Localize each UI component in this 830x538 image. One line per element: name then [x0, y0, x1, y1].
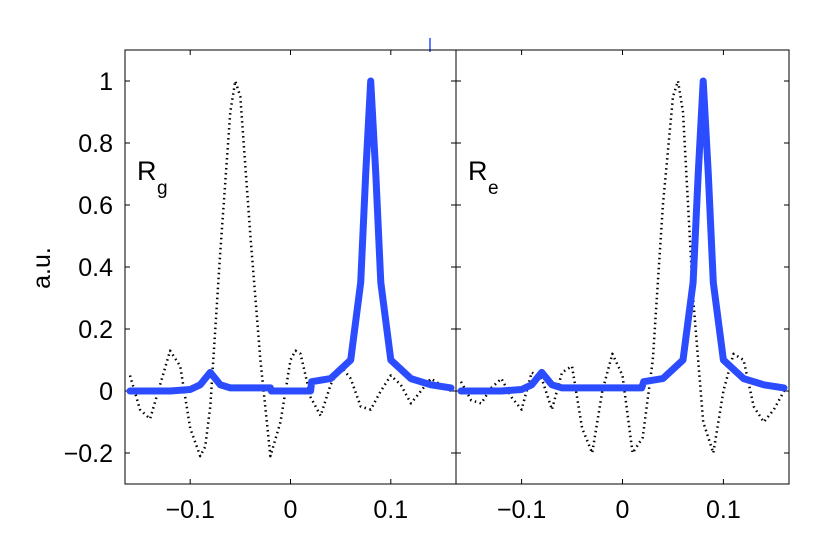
y-tick-label: 1: [99, 68, 113, 96]
plot-frame: [124, 49, 457, 485]
panel-label-subscript: g: [157, 178, 168, 199]
x-axis-label-right: ω: [612, 530, 632, 538]
series-solid-line: [126, 77, 455, 395]
y-tick-label: −0.2: [64, 440, 113, 468]
x-tick-label: 0: [284, 496, 298, 524]
y-tick-label: 0.2: [78, 316, 113, 344]
x-tick-label: −0.1: [497, 496, 546, 524]
x-tick-label: 0: [616, 496, 630, 524]
panel-label: R: [137, 156, 157, 186]
series-dotted-line: [459, 79, 786, 455]
y-tick-label: 0.4: [78, 254, 113, 282]
x-tick-label: 0.1: [373, 496, 408, 524]
series-dotted-line: [128, 79, 452, 458]
y-axis-label: a.u.: [28, 247, 56, 289]
x-tick-label: 0.1: [706, 496, 741, 524]
panel-left: −0.2 0 0.2 0.4 0.6 0.8 1 −0.1 0 0.1 Rg: [64, 49, 457, 524]
x-tick-label: −0.1: [166, 496, 215, 524]
y-tick-label: 0.6: [78, 192, 113, 220]
y-tick-label: 0: [99, 378, 113, 406]
panel-label: R: [468, 156, 488, 186]
panel-label-subscript: e: [488, 178, 499, 199]
panel-right: −0.1 0 0.1 Re: [455, 49, 790, 524]
series-solid-line: [457, 77, 788, 395]
x-axis-label-left: ω: [281, 530, 301, 538]
plot-frame: [455, 49, 790, 485]
y-tick-label: 0.8: [78, 130, 113, 158]
